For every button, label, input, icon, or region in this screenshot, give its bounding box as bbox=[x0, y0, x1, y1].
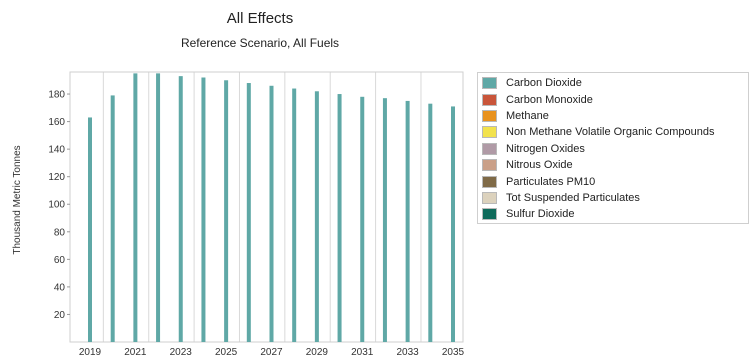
x-tick-label: 2021 bbox=[124, 347, 147, 356]
y-tick-label: 40 bbox=[54, 282, 66, 293]
legend-label: Methane bbox=[506, 109, 549, 122]
bar-2035 bbox=[451, 106, 455, 342]
y-tick-labels: 20 40 60 80 100 120 140 160 180 bbox=[48, 90, 65, 321]
y-tick-label: 20 bbox=[54, 310, 66, 321]
bar-2023 bbox=[178, 76, 183, 342]
legend-label: Particulates PM10 bbox=[506, 175, 596, 188]
legend-label: Sulfur Dioxide bbox=[506, 208, 575, 221]
legend-swatch bbox=[482, 159, 497, 172]
y-tick-label: 80 bbox=[54, 227, 66, 238]
y-axis-label: Thousand Metric Tonnes bbox=[12, 145, 23, 254]
bars bbox=[88, 73, 455, 343]
y-tick-label: 140 bbox=[48, 145, 65, 156]
legend-label: Tot Suspended Particulates bbox=[506, 191, 640, 204]
y-tick-label: 160 bbox=[48, 117, 65, 128]
bar-2027 bbox=[269, 85, 274, 342]
x-tick-label: 2023 bbox=[170, 347, 193, 356]
legend: Carbon Dioxide Carbon Monoxide Methane Non … bbox=[477, 72, 749, 224]
legend-label: Carbon Dioxide bbox=[506, 77, 582, 90]
legend-item: Tot Suspended Particulates bbox=[482, 190, 748, 206]
legend-item: Nitrogen Oxides bbox=[482, 141, 748, 157]
bar-2032 bbox=[382, 98, 387, 343]
bar-2020 bbox=[110, 95, 115, 342]
legend-label: Nitrous Oxide bbox=[506, 159, 573, 172]
legend-swatch bbox=[482, 191, 497, 204]
bar-2031 bbox=[360, 96, 365, 342]
bar-2033 bbox=[405, 100, 410, 342]
chart-title: All Effects bbox=[226, 10, 294, 27]
legend-swatch bbox=[482, 126, 497, 139]
x-tick-label: 2027 bbox=[260, 347, 283, 356]
bar-2028 bbox=[292, 88, 297, 342]
bar-2030 bbox=[337, 94, 342, 342]
legend-item: Particulates PM10 bbox=[482, 173, 748, 189]
bar-2022 bbox=[156, 73, 161, 342]
axes bbox=[67, 71, 464, 343]
x-tick-label: 2035 bbox=[442, 347, 465, 356]
legend-item: Carbon Monoxide bbox=[482, 91, 748, 107]
legend-swatch bbox=[482, 109, 497, 122]
legend-swatch bbox=[482, 142, 497, 155]
legend-item: Methane bbox=[482, 108, 748, 124]
x-tick-label: 2029 bbox=[306, 347, 329, 356]
bar-2025 bbox=[224, 80, 229, 342]
chart-subtitle: Reference Scenario, All Fuels bbox=[180, 36, 340, 50]
bar-2034 bbox=[428, 103, 433, 342]
y-tick-label: 60 bbox=[54, 255, 66, 266]
bar-2029 bbox=[314, 91, 319, 343]
bar-2024 bbox=[201, 77, 206, 343]
legend-item: Nitrous Oxide bbox=[482, 157, 748, 173]
x-tick-label: 2025 bbox=[215, 347, 238, 356]
gridlines bbox=[102, 72, 422, 342]
plot-frame bbox=[69, 71, 464, 343]
legend-swatch bbox=[482, 93, 497, 106]
x-tick-label: 2019 bbox=[79, 347, 102, 356]
x-tick-labels: 2019 2021 2023 2025 2027 2029 2031 2033 2035 bbox=[79, 347, 465, 356]
y-tick-label: 120 bbox=[48, 172, 65, 183]
x-tick-label: 2031 bbox=[351, 347, 374, 356]
legend-item: Non Methane Volatile Organic Compounds bbox=[482, 124, 748, 140]
x-tick-label: 2033 bbox=[397, 347, 420, 356]
bar-2019 bbox=[88, 117, 92, 342]
bar-2021 bbox=[133, 73, 138, 342]
legend-swatch bbox=[482, 208, 497, 221]
y-tick-label: 100 bbox=[48, 200, 65, 211]
legend-label: Non Methane Volatile Organic Compounds bbox=[506, 126, 715, 139]
y-tick-label: 180 bbox=[48, 90, 65, 101]
legend-swatch bbox=[482, 77, 497, 90]
legend-item: Sulfur Dioxide bbox=[482, 206, 748, 222]
bar-2026 bbox=[246, 83, 251, 342]
legend-item: Carbon Dioxide bbox=[482, 75, 748, 91]
legend-label: Nitrogen Oxides bbox=[506, 142, 585, 155]
legend-label: Carbon Monoxide bbox=[506, 93, 593, 106]
legend-swatch bbox=[482, 175, 497, 188]
